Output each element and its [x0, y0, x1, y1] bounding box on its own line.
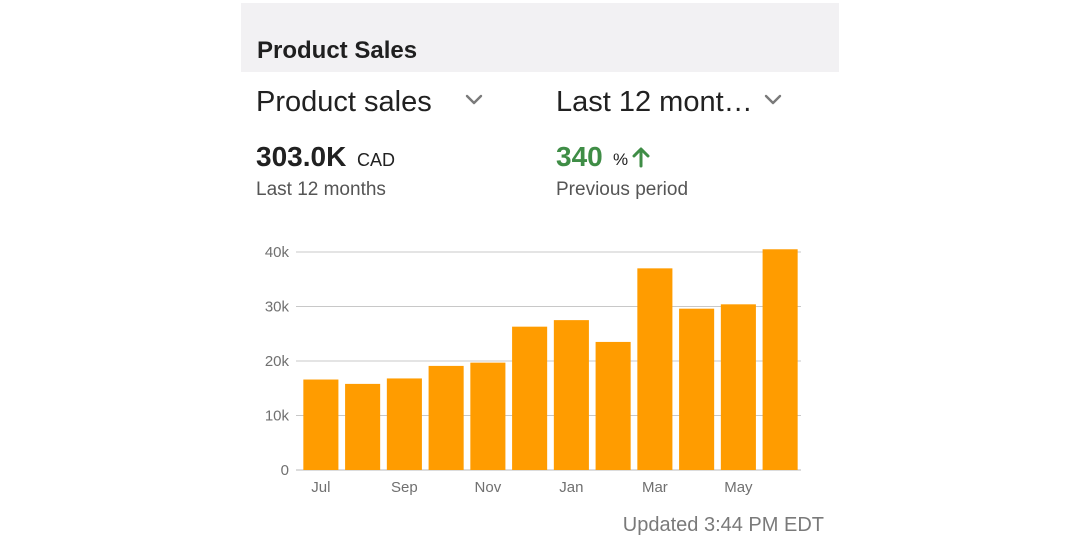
total-sales-caption: Last 12 months — [256, 179, 386, 200]
y-tick-label: 30k — [265, 299, 290, 316]
total-sales-value: 303.0K — [256, 141, 347, 172]
chart-grid — [296, 251, 801, 471]
metric-dropdown-label: Product sales — [256, 85, 432, 118]
chart-bars — [303, 249, 798, 470]
bar-aug[interactable] — [345, 383, 381, 470]
card-header: Product Sales — [241, 3, 839, 72]
period-dropdown[interactable]: Last 12 mont… — [556, 84, 786, 120]
change-value: 340 — [556, 141, 603, 172]
x-tick-label: May — [724, 479, 753, 496]
y-tick-label: 20k — [265, 353, 290, 370]
bar-jun[interactable] — [762, 249, 798, 470]
x-axis-labels: Jul Sep Nov Jan Mar May — [311, 479, 753, 496]
arrow-up-icon — [632, 147, 650, 168]
x-tick-label: Jul — [311, 479, 330, 496]
y-tick-label: 0 — [281, 462, 289, 479]
bar-dec[interactable] — [512, 326, 548, 470]
bar-jul[interactable] — [303, 379, 339, 470]
bar-feb[interactable] — [595, 341, 631, 470]
chevron-down-icon — [764, 94, 782, 105]
card-title: Product Sales — [257, 37, 418, 64]
change-unit: % — [613, 150, 629, 169]
x-tick-label: Mar — [642, 479, 668, 496]
bar-oct[interactable] — [428, 365, 464, 470]
x-tick-label: Nov — [475, 479, 502, 496]
bar-mar[interactable] — [637, 268, 673, 470]
updated-timestamp: Updated 3:44 PM EDT — [622, 514, 824, 536]
bar-may[interactable] — [720, 304, 756, 470]
metric-dropdown[interactable]: Product sales — [256, 84, 486, 120]
bar-jan[interactable] — [553, 320, 589, 470]
bar-apr[interactable] — [679, 308, 715, 470]
y-axis-labels: 0 10k 20k 30k 40k — [265, 244, 290, 479]
period-dropdown-label: Last 12 mont… — [556, 85, 753, 118]
change-caption: Previous period — [556, 179, 689, 200]
x-tick-label: Jan — [559, 479, 583, 496]
total-sales-unit: CAD — [357, 150, 396, 170]
y-tick-label: 10k — [265, 408, 290, 425]
y-tick-label: 40k — [265, 244, 290, 261]
bar-sep[interactable] — [386, 378, 422, 470]
x-tick-label: Sep — [391, 479, 418, 496]
chevron-down-icon — [465, 94, 483, 105]
bar-nov[interactable] — [470, 362, 506, 470]
